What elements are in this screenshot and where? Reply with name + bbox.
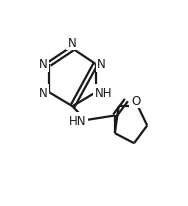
Text: N: N [97,58,106,71]
Text: N: N [68,37,77,50]
Text: HN: HN [69,114,87,127]
Text: N: N [39,58,48,71]
Text: O: O [131,94,140,107]
Text: NH: NH [95,87,112,99]
Text: N: N [39,87,48,99]
